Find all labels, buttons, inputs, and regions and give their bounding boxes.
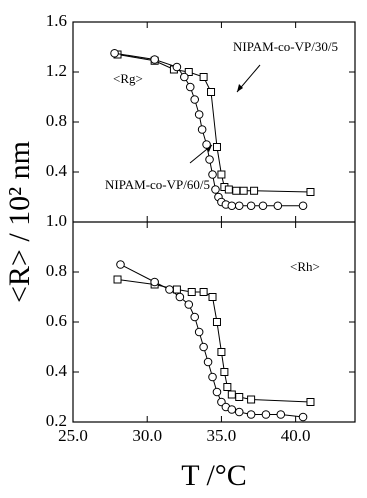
marker	[227, 390, 236, 399]
annotation: <Rh>	[290, 259, 320, 274]
y-tick-label: 0.8	[46, 111, 67, 130]
arrow-head	[237, 84, 243, 92]
marker	[187, 288, 196, 296]
marker	[227, 201, 237, 211]
x-tick-label: 25.0	[58, 426, 88, 445]
marker	[246, 410, 256, 419]
marker	[250, 186, 259, 195]
marker	[203, 357, 213, 367]
y-tick-label: 0.4	[46, 161, 68, 180]
marker	[217, 348, 226, 356]
y-tick-label: 0.4	[46, 361, 68, 380]
marker	[234, 201, 244, 211]
marker	[212, 318, 221, 326]
marker	[239, 186, 248, 195]
marker	[184, 300, 194, 309]
marker	[211, 185, 220, 194]
x-tick-label: 35.0	[207, 426, 237, 445]
x-tick-label: 40.0	[281, 426, 311, 445]
marker	[217, 170, 226, 179]
marker	[276, 410, 286, 419]
marker	[199, 342, 208, 352]
marker	[224, 185, 233, 194]
marker	[194, 110, 204, 119]
marker	[172, 285, 181, 294]
marker	[220, 368, 229, 376]
marker	[172, 62, 182, 72]
y-tick-label: 0.2	[46, 411, 67, 430]
marker	[165, 285, 174, 294]
series-label: NIPAM-co-VP/60/5	[105, 177, 210, 192]
x-tick-label: 30.0	[132, 426, 162, 445]
marker	[306, 188, 315, 196]
marker	[306, 398, 315, 406]
x-axis-label: T /°C	[181, 459, 247, 492]
marker	[208, 293, 217, 301]
marker	[113, 275, 122, 284]
y-tick-label: 1.0	[46, 211, 67, 230]
marker	[202, 140, 211, 149]
y-tick-label: 1.2	[46, 61, 67, 80]
marker	[150, 277, 159, 287]
marker	[190, 312, 200, 322]
marker	[227, 405, 237, 414]
marker	[205, 155, 214, 164]
marker	[234, 407, 244, 417]
marker	[110, 48, 119, 58]
marker	[199, 73, 208, 81]
marker	[261, 410, 271, 419]
marker	[116, 260, 125, 269]
marker	[246, 201, 256, 211]
marker	[184, 68, 193, 76]
marker	[298, 201, 308, 211]
marker	[258, 201, 268, 211]
y-tick-label: 0.6	[46, 311, 67, 330]
annotation: <Rg>	[113, 71, 143, 86]
marker	[298, 412, 308, 422]
marker	[180, 72, 189, 82]
marker	[208, 170, 217, 179]
marker	[208, 372, 217, 382]
marker	[273, 201, 283, 211]
series-line	[120, 264, 304, 418]
marker	[150, 55, 159, 64]
marker	[197, 125, 207, 134]
marker	[199, 288, 208, 296]
marker	[247, 395, 256, 404]
marker	[232, 186, 241, 195]
marker	[212, 143, 221, 151]
y-tick-label: 1.6	[46, 11, 67, 30]
marker	[194, 327, 204, 337]
y-axis-label: <R> / 10² nm	[3, 141, 36, 303]
marker	[207, 88, 216, 96]
y-tick-label: 0.8	[46, 261, 67, 280]
marker	[212, 387, 222, 397]
marker	[235, 393, 244, 401]
series-label: NIPAM-co-VP/30/5	[233, 39, 338, 54]
marker	[223, 383, 232, 391]
marker	[175, 292, 185, 302]
marker	[190, 95, 200, 104]
marker	[185, 82, 195, 92]
arrow-head	[205, 145, 212, 152]
